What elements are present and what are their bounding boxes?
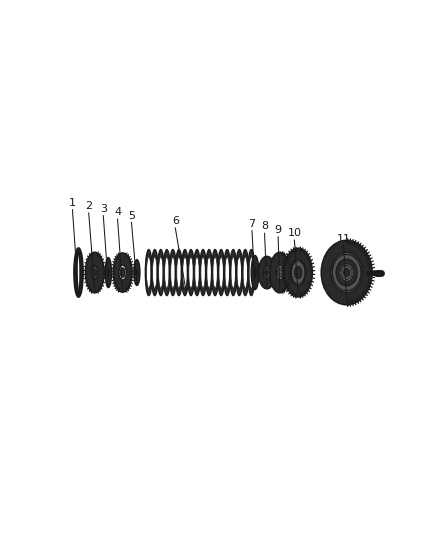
Text: 4: 4 xyxy=(114,207,121,217)
Ellipse shape xyxy=(170,249,177,296)
Ellipse shape xyxy=(108,269,109,276)
Text: 10: 10 xyxy=(287,228,301,238)
Ellipse shape xyxy=(340,264,353,281)
Ellipse shape xyxy=(224,249,231,296)
Ellipse shape xyxy=(243,257,247,288)
Ellipse shape xyxy=(264,266,270,279)
Ellipse shape xyxy=(236,249,243,296)
Ellipse shape xyxy=(219,257,223,288)
Ellipse shape xyxy=(212,249,219,296)
Ellipse shape xyxy=(332,254,361,290)
Text: 7: 7 xyxy=(248,219,255,229)
Ellipse shape xyxy=(251,256,259,289)
Text: 1: 1 xyxy=(69,198,76,208)
Ellipse shape xyxy=(93,269,96,276)
Ellipse shape xyxy=(205,249,212,296)
Ellipse shape xyxy=(237,257,241,288)
Ellipse shape xyxy=(200,249,207,296)
Ellipse shape xyxy=(344,269,350,277)
Ellipse shape xyxy=(77,252,80,294)
Ellipse shape xyxy=(201,257,205,288)
Ellipse shape xyxy=(291,260,306,285)
Ellipse shape xyxy=(332,254,361,291)
Ellipse shape xyxy=(231,257,235,288)
Ellipse shape xyxy=(225,257,230,288)
Ellipse shape xyxy=(92,265,98,280)
Ellipse shape xyxy=(265,268,269,278)
Ellipse shape xyxy=(171,257,175,288)
Ellipse shape xyxy=(339,263,354,281)
Ellipse shape xyxy=(105,257,111,287)
Ellipse shape xyxy=(74,248,83,297)
Ellipse shape xyxy=(136,269,138,276)
Ellipse shape xyxy=(218,249,225,296)
Ellipse shape xyxy=(213,257,217,288)
Ellipse shape xyxy=(134,260,140,286)
Text: 6: 6 xyxy=(172,216,179,226)
Ellipse shape xyxy=(207,257,211,288)
Ellipse shape xyxy=(195,257,199,288)
Ellipse shape xyxy=(194,249,201,296)
Ellipse shape xyxy=(119,265,126,280)
Ellipse shape xyxy=(181,249,188,296)
Ellipse shape xyxy=(265,270,268,275)
Ellipse shape xyxy=(147,257,151,288)
Ellipse shape xyxy=(295,266,302,279)
Text: 3: 3 xyxy=(100,204,107,214)
Ellipse shape xyxy=(163,249,170,296)
Ellipse shape xyxy=(248,249,255,296)
Ellipse shape xyxy=(284,248,312,297)
Ellipse shape xyxy=(145,249,152,296)
Ellipse shape xyxy=(277,268,283,278)
Ellipse shape xyxy=(254,268,256,277)
Ellipse shape xyxy=(249,257,254,288)
Text: 8: 8 xyxy=(261,222,268,231)
Ellipse shape xyxy=(159,257,163,288)
Ellipse shape xyxy=(341,265,352,280)
Text: 5: 5 xyxy=(128,211,135,221)
Ellipse shape xyxy=(92,266,98,279)
Ellipse shape xyxy=(165,257,169,288)
Ellipse shape xyxy=(258,256,276,289)
Ellipse shape xyxy=(321,240,372,305)
Ellipse shape xyxy=(336,260,357,286)
Ellipse shape xyxy=(230,249,237,296)
Ellipse shape xyxy=(113,253,132,292)
Ellipse shape xyxy=(177,257,181,288)
Ellipse shape xyxy=(152,257,157,288)
Ellipse shape xyxy=(336,259,357,286)
Ellipse shape xyxy=(242,249,249,296)
Text: 9: 9 xyxy=(275,225,282,235)
Ellipse shape xyxy=(183,257,187,288)
Ellipse shape xyxy=(85,252,104,293)
Ellipse shape xyxy=(157,249,164,296)
Ellipse shape xyxy=(187,249,194,296)
Ellipse shape xyxy=(151,249,158,296)
Ellipse shape xyxy=(276,265,283,280)
Ellipse shape xyxy=(331,253,363,293)
Text: 11: 11 xyxy=(337,233,351,244)
Ellipse shape xyxy=(335,257,359,288)
Ellipse shape xyxy=(337,260,357,285)
Ellipse shape xyxy=(176,249,182,296)
Ellipse shape xyxy=(189,257,193,288)
Ellipse shape xyxy=(291,261,305,284)
Ellipse shape xyxy=(120,268,125,278)
Ellipse shape xyxy=(270,252,290,293)
Text: 2: 2 xyxy=(85,201,92,211)
Ellipse shape xyxy=(295,267,301,278)
